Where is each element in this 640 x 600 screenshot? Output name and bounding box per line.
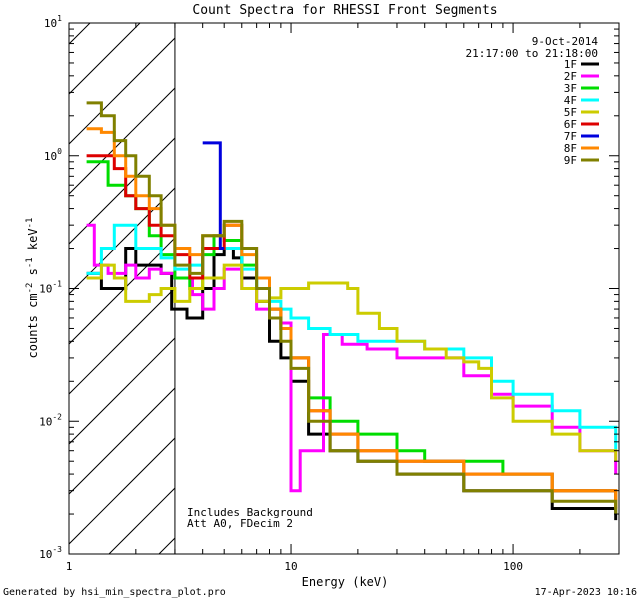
- legend-label-9F: 9F: [564, 154, 577, 167]
- x-tick-label: 10: [284, 560, 297, 573]
- legend-label-8F: 8F: [564, 142, 577, 155]
- y-tick-label: 10-1: [39, 280, 62, 296]
- series-line-7F: [202, 141, 225, 250]
- legend-label-1F: 1F: [564, 58, 577, 71]
- y-tick-label: 100: [44, 147, 62, 163]
- legend-label-5F: 5F: [564, 106, 577, 119]
- series-line-9F: [86, 101, 618, 514]
- date-label: 9-Oct-2014: [532, 35, 599, 48]
- time-range-label: 21:17:00 to 21:18:00: [466, 47, 598, 60]
- series-line-6F: [86, 154, 618, 509]
- legend-label-7F: 7F: [564, 130, 577, 143]
- legend-label-6F: 6F: [564, 118, 577, 131]
- annotation-attenuator: Att A0, FDecim 2: [187, 517, 293, 530]
- series-line-5F: [86, 263, 618, 462]
- hatch-line: [69, 387, 175, 495]
- hatch-line: [69, 437, 175, 545]
- y-tick-label: 10-2: [39, 412, 62, 428]
- legend-label-2F: 2F: [564, 70, 577, 83]
- annotation-background: Includes Background: [187, 506, 313, 519]
- generated-by-footer: Generated by hsi_min_spectra_plot.pro: [3, 587, 226, 598]
- chart-title: Count Spectra for RHESSI Front Segments: [192, 3, 497, 18]
- x-tick-label: 100: [503, 560, 523, 573]
- y-tick-label: 101: [44, 14, 62, 30]
- series-line-4F: [86, 223, 618, 451]
- timestamp-footer: 17-Apr-2023 10:16: [535, 587, 637, 598]
- hatch-line: [69, 87, 175, 195]
- x-axis-label: Energy (keV): [302, 575, 389, 589]
- x-tick-label: 1: [66, 560, 73, 573]
- y-tick-label: 10-3: [39, 545, 62, 561]
- legend-label-3F: 3F: [564, 82, 577, 95]
- legend-label-4F: 4F: [564, 94, 577, 107]
- y-axis-label: counts cm-2 s-1 keV-1: [25, 218, 40, 359]
